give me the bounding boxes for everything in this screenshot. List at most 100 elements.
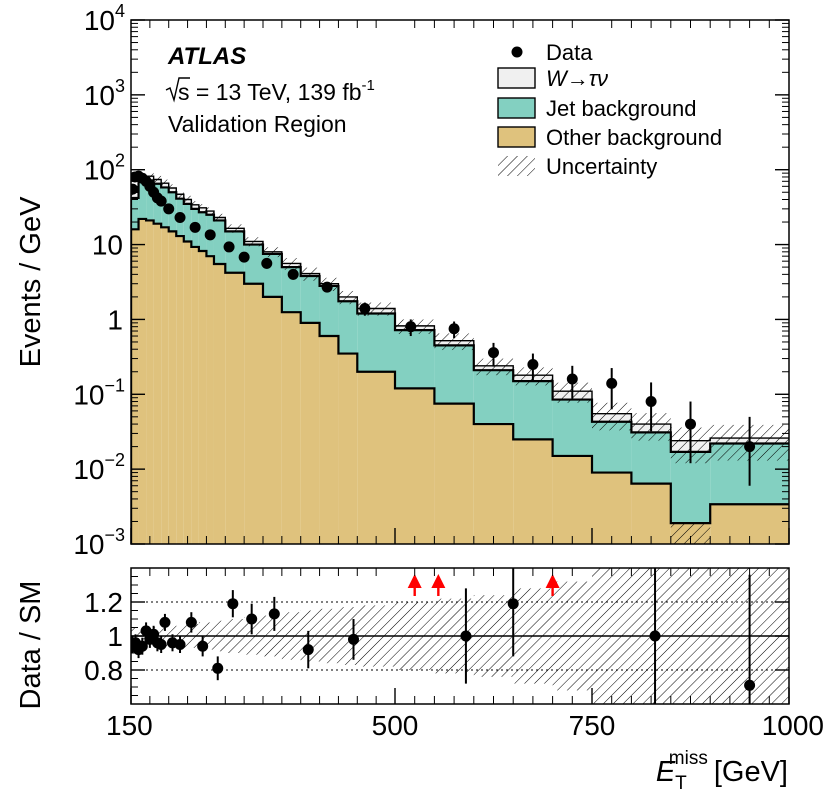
other-bin [357, 371, 395, 544]
x-axis-title-unit: [GeV] [714, 756, 788, 788]
jet-bin [434, 345, 474, 404]
out-of-range-arrow-head [407, 574, 422, 588]
ratio-ylabel: Data / SM [15, 581, 47, 710]
legend-jet-label: Jet background [546, 96, 696, 121]
data-point [448, 323, 460, 335]
data-point [405, 321, 417, 333]
other-bkg-outline [131, 217, 789, 544]
other-bin [552, 455, 592, 544]
uncertainty-bin [213, 213, 226, 222]
legend-unc-swatch [498, 156, 535, 176]
y-tick-label: 102 [84, 151, 125, 186]
other-bin [473, 424, 514, 544]
uncertainty-bin [244, 237, 263, 247]
legend-signal-swatch [497, 67, 536, 89]
data-point [606, 377, 618, 389]
ratio-point [302, 644, 314, 656]
jet-bin [338, 301, 358, 354]
uncertainty-bin [338, 290, 358, 305]
out-of-range-arrow-head [431, 574, 446, 588]
ratio-y-tick-label: 1.2 [84, 587, 123, 618]
data-point [238, 251, 250, 263]
x-axis-title-base: E [656, 756, 676, 788]
data-point [223, 241, 235, 253]
legend-other-label: Other background [546, 125, 722, 150]
uncertainty-bin [191, 201, 199, 209]
data-point [645, 396, 657, 408]
ratio-point [227, 598, 239, 610]
x-tick-label: 500 [372, 710, 419, 741]
other-bkg-uncertainty [670, 523, 711, 544]
ratio-arrows-layer [407, 574, 560, 596]
uncertainty-bin [168, 184, 177, 193]
other-bin [176, 236, 184, 544]
legend-signal-label: W→τν [546, 66, 608, 91]
sqrt-symbol [165, 77, 190, 103]
energy-text: s = 13 TeV, 139 fb [178, 79, 362, 105]
ratio-point [744, 679, 756, 691]
data-point [287, 268, 299, 280]
ratio-y-tick-label: 1 [107, 621, 123, 652]
legend-data-label: Data [546, 40, 593, 65]
uncertainty-bin [198, 204, 207, 212]
ratio-reference-lines [131, 601, 789, 671]
svg-text:s = 13 TeV, 139 fb-1: s = 13 TeV, 139 fb-1 [178, 77, 375, 105]
jet-bin [244, 244, 263, 284]
jet-bin [183, 203, 192, 242]
other-bin [168, 231, 177, 544]
other-bin [225, 272, 245, 544]
jet-bin [198, 212, 207, 252]
main-frame [130, 19, 790, 545]
other-bin [146, 220, 154, 544]
other-bin [198, 251, 207, 544]
region-label: Validation Region [168, 111, 347, 137]
uncertainty-bin [161, 179, 169, 188]
other-bin [281, 312, 301, 544]
out-of-range-arrow-head [545, 574, 560, 588]
uncertainty-bin [225, 224, 245, 233]
other-bin [138, 218, 147, 544]
ratio-y-tick-label: 0.8 [84, 655, 123, 686]
jet-bin [513, 381, 553, 440]
ratio-point [197, 640, 209, 652]
y-tick-label: 1 [107, 304, 123, 335]
ratio-point [649, 630, 661, 642]
x-axis-title-sub: T [675, 773, 687, 794]
data-point [261, 257, 273, 269]
data-point [321, 281, 333, 293]
other-bin [631, 483, 671, 544]
data-point [744, 441, 756, 453]
uncertainty-bin [206, 207, 214, 216]
other-bin [244, 283, 263, 544]
jet-bin [473, 370, 514, 425]
uncertainty-bin [146, 172, 154, 181]
other-bin [131, 229, 139, 544]
other-bin [395, 388, 435, 544]
jet-bin [300, 276, 320, 323]
y-tick-label: 10 [92, 230, 123, 261]
jet-bin [131, 197, 139, 230]
energy-label: s = 13 TeV, 139 fb-1 [165, 77, 375, 105]
jet-bin [357, 313, 395, 372]
ratio-point [136, 640, 148, 652]
data-point [685, 418, 696, 430]
uncertainty-bin [263, 247, 282, 258]
uncertainty-bin [300, 267, 320, 281]
x-axis-title-sup: miss [669, 748, 708, 769]
data-point [163, 203, 175, 215]
ratio-point [174, 639, 186, 650]
data-point [566, 373, 578, 385]
other-bin [213, 264, 226, 544]
data-point [204, 229, 216, 241]
y-tick-label: 10−3 [73, 525, 125, 560]
jet-bin [319, 285, 339, 337]
other-bin [183, 241, 192, 544]
legend: Data W→τν Jet background Other backgroun… [497, 40, 722, 179]
atlas-label: ATLAS [167, 43, 246, 70]
legend-data-marker [511, 46, 523, 58]
ratio-point [507, 598, 519, 610]
uncertainty-bin [183, 195, 192, 204]
y-tick-label: 103 [84, 76, 125, 111]
ratio-point [159, 616, 171, 628]
